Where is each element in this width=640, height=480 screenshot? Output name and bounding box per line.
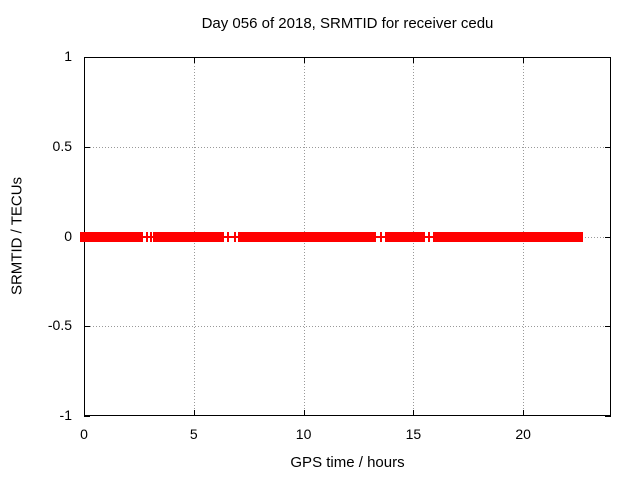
series-segment bbox=[152, 231, 225, 242]
y-tick-mark-right bbox=[605, 146, 611, 148]
data-point-marker bbox=[230, 231, 241, 242]
y-tick-mark-left bbox=[84, 416, 90, 417]
series-segment bbox=[237, 231, 377, 242]
x-tick-mark-bottom bbox=[303, 410, 305, 416]
chart-title: Day 056 of 2018, SRMTID for receiver ced… bbox=[201, 15, 494, 32]
x-tick-label: 15 bbox=[405, 426, 422, 442]
x-tick-mark-top bbox=[303, 57, 305, 63]
data-point-marker bbox=[423, 231, 434, 242]
y-tick-mark-right bbox=[605, 236, 611, 238]
x-tick-mark-bottom bbox=[523, 410, 525, 416]
y-tick-mark-left bbox=[84, 326, 90, 328]
x-tick-mark-bottom bbox=[413, 410, 415, 416]
y-tick-label: -0.5 bbox=[47, 317, 72, 334]
y-tick-label: 0 bbox=[64, 227, 72, 244]
x-tick-mark-bottom bbox=[193, 410, 195, 416]
x-tick-label: 0 bbox=[80, 426, 88, 442]
y-tick-mark-right bbox=[605, 416, 611, 417]
data-point-marker bbox=[223, 231, 234, 242]
series-segment bbox=[432, 231, 583, 242]
x-tick-label: 10 bbox=[295, 426, 312, 442]
x-axis-label: GPS time / hours bbox=[290, 454, 405, 471]
data-point-marker bbox=[375, 231, 386, 242]
data-point-marker bbox=[145, 231, 156, 242]
y-gridline bbox=[84, 146, 611, 148]
series-segment bbox=[385, 231, 425, 242]
x-tick-label: 20 bbox=[515, 426, 531, 442]
y-tick-label: 0.5 bbox=[52, 137, 72, 154]
y-tick-label: -1 bbox=[59, 407, 72, 423]
x-tick-label: 5 bbox=[189, 426, 198, 442]
series-segment bbox=[80, 231, 144, 242]
y-gridline bbox=[84, 326, 611, 328]
plot-area bbox=[80, 57, 611, 417]
x-tick-mark-top bbox=[523, 57, 525, 63]
y-tick-mark-right bbox=[605, 326, 611, 328]
x-tick-mark-top bbox=[193, 57, 195, 63]
y-tick-mark-left bbox=[84, 146, 90, 148]
y-tick-label: 1 bbox=[64, 48, 72, 64]
x-tick-mark-top bbox=[413, 57, 415, 63]
